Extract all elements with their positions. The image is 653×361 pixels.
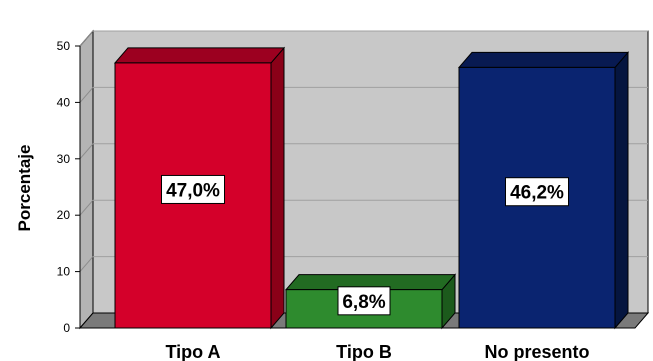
- side-wall: [79, 29, 94, 330]
- data-label-box: [161, 174, 225, 204]
- gridline-side: [79, 143, 94, 160]
- bar-top: [113, 47, 286, 64]
- category-labels: Tipo A Tipo B No presento: [166, 342, 590, 361]
- y-tick-label: 10: [57, 265, 71, 279]
- y-tick-label: 50: [57, 39, 71, 53]
- y-tick-label: 0: [63, 321, 70, 335]
- data-label-box: [337, 286, 391, 316]
- data-labels: 47,0% 6,8% 46,2%: [161, 174, 569, 316]
- bar-top: [457, 51, 630, 68]
- gridline-side: [79, 87, 94, 103]
- data-label-2: 46,2%: [505, 177, 569, 207]
- bar-0: [113, 46, 286, 330]
- gridline-side: [79, 199, 94, 216]
- data-label-text: 46,2%: [510, 183, 564, 204]
- gridline-side: [79, 256, 94, 272]
- y-tick-label: 30: [57, 152, 71, 166]
- bars: [113, 46, 630, 330]
- data-label-0: 47,0%: [161, 174, 225, 204]
- bar-side: [614, 51, 629, 330]
- data-label-text: 47,0%: [166, 180, 220, 201]
- y-tick-label: 40: [57, 95, 71, 109]
- data-label-text: 6,8%: [342, 292, 385, 313]
- data-label-box: [505, 177, 569, 207]
- category-label: Tipo B: [336, 342, 392, 361]
- y-axis: 0 10 20 30 40 50: [57, 39, 81, 335]
- y-axis-title: Porcentaje: [15, 145, 34, 232]
- data-label-1: 6,8%: [337, 286, 391, 316]
- y-tick-label: 20: [57, 208, 71, 222]
- category-label: Tipo A: [166, 342, 221, 361]
- bar-side: [270, 46, 285, 330]
- category-label: No presento: [484, 342, 589, 361]
- gridline-side: [79, 30, 94, 47]
